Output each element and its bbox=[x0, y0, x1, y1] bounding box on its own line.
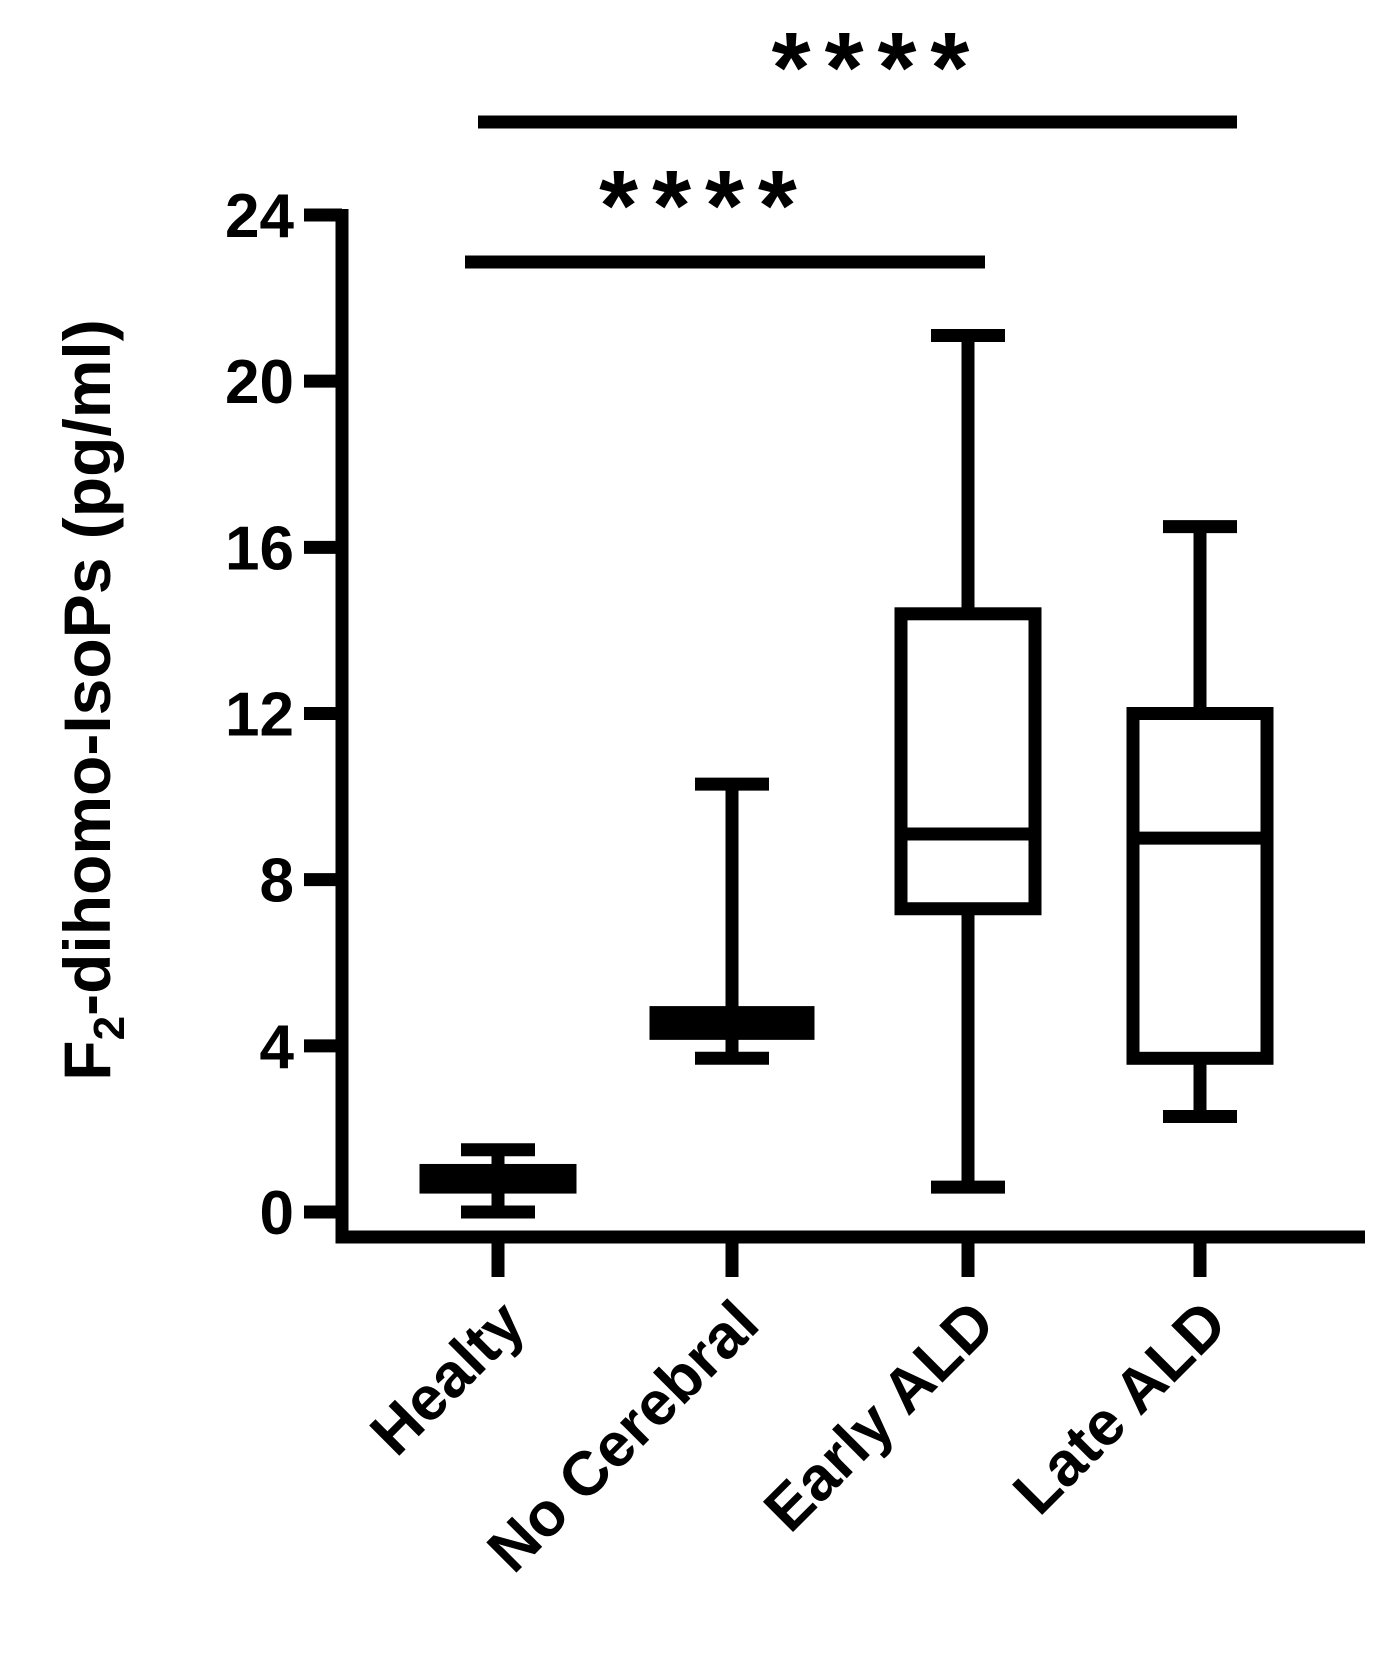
y-tick-label: 12 bbox=[225, 681, 294, 750]
significance-annotations: **** **** bbox=[465, 12, 1237, 269]
y-axis-title-main: F bbox=[50, 1040, 124, 1080]
box-late-ald bbox=[1126, 520, 1274, 1123]
y-tick-label: 20 bbox=[225, 348, 294, 417]
boxes bbox=[419, 328, 1274, 1219]
y-axis-title-rest: -dihomo-IsoPs (pg/ml) bbox=[50, 319, 124, 1016]
iqr-box bbox=[894, 607, 1042, 916]
y-tick-label: 0 bbox=[260, 1179, 294, 1248]
box-healty bbox=[419, 1143, 577, 1219]
iqr-box bbox=[1126, 707, 1274, 1065]
y-tick-label: 24 bbox=[225, 182, 294, 251]
y-tick-label: 4 bbox=[260, 1013, 295, 1082]
significance-label: **** bbox=[599, 150, 811, 262]
y-tick-label: 16 bbox=[225, 514, 294, 583]
y-axis: 0 4 8 12 16 20 24 bbox=[225, 182, 349, 1248]
y-axis-title-subscript: 2 bbox=[85, 1016, 134, 1040]
x-category-label: Healty bbox=[358, 1288, 539, 1469]
x-category-label: Early ALD bbox=[751, 1288, 1008, 1545]
y-axis-title: F2-dihomo-IsoPs (pg/ml) bbox=[50, 319, 134, 1080]
box-early-ald bbox=[894, 328, 1042, 1194]
y-tick-label: 8 bbox=[260, 847, 294, 916]
box-no-cerebral bbox=[649, 777, 815, 1065]
x-category-label: Late ALD bbox=[1000, 1288, 1240, 1528]
significance-label: **** bbox=[772, 12, 984, 124]
